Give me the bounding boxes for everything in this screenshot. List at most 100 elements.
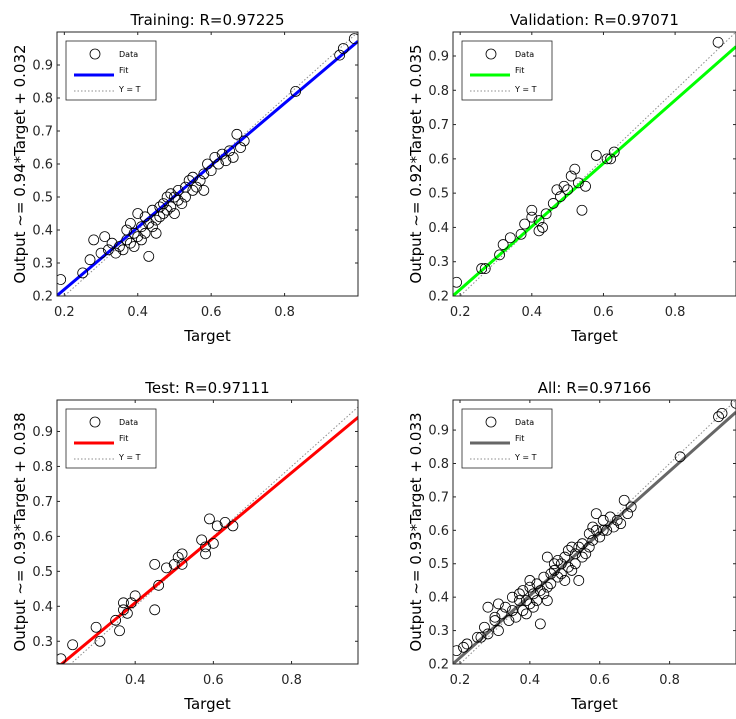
data-point <box>559 575 571 586</box>
data-point <box>125 597 137 609</box>
data-point <box>713 411 724 423</box>
data-point <box>453 276 462 288</box>
data-point <box>503 615 515 626</box>
y-tick-label: 0.7 <box>32 125 53 140</box>
data-point <box>334 49 346 61</box>
x-tick-label: 0.2 <box>450 673 471 688</box>
data-point <box>524 575 536 586</box>
x-tick-label: 0.8 <box>281 673 302 688</box>
data-point <box>176 198 188 210</box>
data-point <box>594 531 606 543</box>
data-point <box>562 544 574 556</box>
data-point <box>213 158 224 170</box>
data-point <box>524 581 536 593</box>
data-point <box>517 585 529 596</box>
data-point <box>534 585 546 596</box>
data-point <box>161 562 172 574</box>
data-point <box>497 239 509 250</box>
data-point <box>153 579 165 591</box>
data-point <box>176 548 188 560</box>
legend: Data Fit Y = T <box>65 40 157 101</box>
data-point <box>227 520 239 532</box>
data-point <box>519 218 531 230</box>
data-point <box>224 145 235 157</box>
data-point <box>580 180 591 192</box>
y-tick-label: 0.6 <box>32 530 53 545</box>
data-point <box>235 142 246 153</box>
data-point <box>161 191 173 203</box>
data-point <box>601 153 613 165</box>
data-point <box>88 234 100 246</box>
data-point <box>562 184 574 196</box>
y-tick-label: 0.4 <box>428 591 449 606</box>
data-point <box>572 177 584 189</box>
data-point <box>200 541 211 553</box>
axes-box <box>56 31 359 297</box>
data-point <box>57 274 67 285</box>
legend-label-data: Data <box>119 418 138 427</box>
data-point <box>517 605 529 616</box>
data-point <box>615 518 627 530</box>
data-point <box>198 184 210 196</box>
fit-line <box>57 40 358 296</box>
x-tick-label: 0.6 <box>593 305 614 320</box>
legend-label-data: Data <box>515 418 534 427</box>
data-point <box>348 33 358 44</box>
y-axis-label: Output ~= 0.93*Target + 0.033 <box>407 412 425 651</box>
y-tick-label: 0.9 <box>32 59 53 74</box>
x-axis-label: Target <box>570 695 618 713</box>
data-point <box>90 621 102 633</box>
data-point <box>583 541 595 553</box>
legend-box <box>461 408 553 469</box>
y-tick-label: 0.4 <box>428 221 449 236</box>
legend-label-fit: Fit <box>119 434 128 443</box>
legend-box <box>65 408 157 469</box>
subplot-1: 0.2 0.4 0.6 0.8 0.2 0.3 0.4 0.5 0.6 0.7 0.8 0.9 Data… <box>11 11 359 345</box>
data-point <box>95 247 107 259</box>
data-point <box>67 639 79 651</box>
data-point <box>94 635 106 647</box>
data-point <box>716 407 728 419</box>
y-tick-label: 0.9 <box>428 424 449 439</box>
data-point <box>555 568 567 580</box>
legend-marker-data <box>485 48 497 60</box>
data-point <box>147 204 158 216</box>
data-point <box>169 191 180 203</box>
data-point <box>590 150 602 161</box>
data-point <box>139 211 151 223</box>
y-tick-label: 0.2 <box>32 290 53 305</box>
data-point <box>136 234 147 246</box>
data-point <box>139 227 151 239</box>
subplot-title: Training: R=0.97225 <box>129 11 284 29</box>
data-point <box>611 514 623 526</box>
data-point <box>205 165 217 177</box>
data-point <box>576 204 588 216</box>
legend-marker-data <box>485 416 497 428</box>
y-tick-label: 0.2 <box>428 290 449 305</box>
data-point <box>154 211 166 223</box>
data-point <box>541 551 553 563</box>
x-tick-label: 0.4 <box>125 673 146 688</box>
data-point <box>531 578 543 590</box>
data-point <box>541 581 553 593</box>
data-point <box>238 135 250 147</box>
data-point <box>558 180 570 192</box>
data-point <box>84 254 96 266</box>
data-point <box>290 86 301 97</box>
y-tick-label: 0.4 <box>32 600 53 615</box>
data-point <box>531 595 543 606</box>
data-point <box>132 231 144 243</box>
legend-box <box>65 40 157 101</box>
data-point <box>337 43 349 54</box>
data-point <box>187 184 199 196</box>
plot-content <box>453 32 736 296</box>
data-point <box>496 608 508 620</box>
data-point <box>461 638 473 650</box>
legend-label-data: Data <box>119 50 138 59</box>
y-tick-label: 0.3 <box>32 257 53 272</box>
data-point <box>161 204 173 216</box>
data-point <box>204 513 215 525</box>
data-point <box>526 211 538 223</box>
data-point <box>515 228 527 240</box>
plot-content <box>453 400 736 664</box>
